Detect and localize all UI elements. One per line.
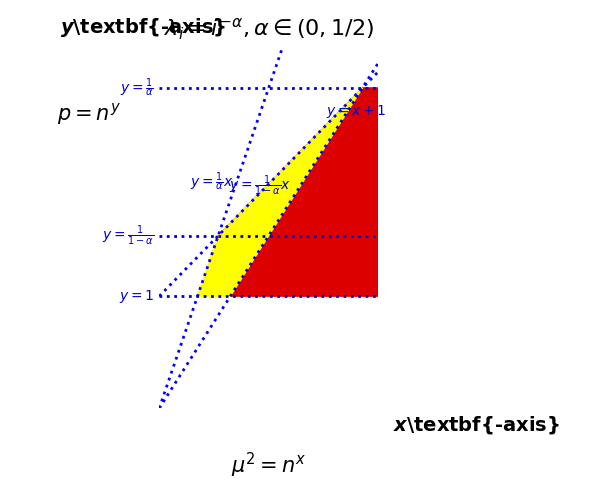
Text: $\mu^2 = n^x$: $\mu^2 = n^x$ <box>231 451 306 480</box>
Text: $y=\frac{1}{1-\alpha}$: $y=\frac{1}{1-\alpha}$ <box>102 224 154 248</box>
Polygon shape <box>198 236 269 296</box>
Text: $y=\frac{1}{1-\alpha}x$: $y=\frac{1}{1-\alpha}x$ <box>229 173 291 198</box>
Text: $p = n^y$: $p = n^y$ <box>57 101 121 127</box>
Text: $y=x+1$: $y=x+1$ <box>326 103 386 120</box>
Title: $\lambda_i = i^{-\alpha}, \alpha \in (0, 1/2)$: $\lambda_i = i^{-\alpha}, \alpha \in (0,… <box>163 16 374 42</box>
Text: $y=\frac{1}{\alpha}x$: $y=\frac{1}{\alpha}x$ <box>190 170 234 193</box>
Text: $y=1$: $y=1$ <box>118 288 154 305</box>
Polygon shape <box>218 88 362 236</box>
Text: $\boldsymbol{y}$\textbf{-axis}: $\boldsymbol{y}$\textbf{-axis} <box>60 16 226 39</box>
Polygon shape <box>218 88 378 296</box>
Text: $y=\frac{1}{\alpha}$: $y=\frac{1}{\alpha}$ <box>120 77 154 100</box>
Text: $\boldsymbol{x}$\textbf{-axis}: $\boldsymbol{x}$\textbf{-axis} <box>393 414 560 436</box>
